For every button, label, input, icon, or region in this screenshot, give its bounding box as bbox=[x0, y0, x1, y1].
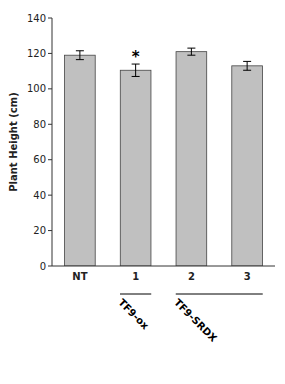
error-cap bbox=[76, 50, 84, 51]
y-tick-label: 140 bbox=[27, 13, 46, 24]
chart-container: 0 20 40 60 80 100 120 140 NT 1 2 3 Plant Height (cm)… bbox=[0, 0, 285, 384]
y-axis-label: Plant Height (cm) bbox=[8, 92, 19, 192]
y-tick bbox=[48, 195, 52, 196]
bar bbox=[232, 66, 263, 266]
y-tick-label: 80 bbox=[33, 119, 46, 130]
x-axis-line bbox=[52, 266, 275, 267]
x-tick-label: 1 bbox=[132, 271, 139, 282]
error-stem bbox=[247, 61, 248, 70]
bar bbox=[120, 70, 151, 266]
y-tick-label: 0 bbox=[40, 261, 46, 272]
error-cap bbox=[243, 70, 251, 71]
group-line bbox=[176, 294, 263, 295]
x-tick-label: NT bbox=[72, 271, 87, 282]
error-bar bbox=[187, 48, 195, 55]
y-tick bbox=[48, 159, 52, 160]
error-stem bbox=[191, 48, 192, 55]
error-cap bbox=[243, 61, 251, 62]
group-line bbox=[120, 294, 151, 295]
y-tick bbox=[48, 88, 52, 89]
bar bbox=[65, 55, 96, 266]
y-tick-label: 60 bbox=[33, 154, 46, 165]
x-tick-label: 2 bbox=[188, 271, 195, 282]
y-tick-label: 40 bbox=[33, 190, 46, 201]
y-tick bbox=[48, 266, 52, 267]
error-stem bbox=[79, 51, 80, 60]
error-cap bbox=[187, 55, 195, 56]
bars bbox=[65, 48, 263, 266]
y-tick-label: 100 bbox=[27, 83, 46, 94]
y-tick bbox=[48, 53, 52, 54]
chart-svg: 0 20 40 60 80 100 120 140 NT 1 2 3 Plant Height (cm)… bbox=[0, 0, 285, 384]
y-tick-label: 120 bbox=[27, 48, 46, 59]
group-label: TF9-SRDX bbox=[172, 297, 219, 344]
error-bar bbox=[76, 51, 84, 60]
bar bbox=[176, 52, 207, 266]
y-axis-line bbox=[52, 18, 53, 266]
y-tick bbox=[48, 124, 52, 125]
error-cap bbox=[76, 59, 84, 60]
y-tick bbox=[48, 18, 52, 19]
x-tick-label: 3 bbox=[244, 271, 251, 282]
y-tick-label: 20 bbox=[33, 225, 46, 236]
group-label: TF9-ox bbox=[116, 297, 151, 332]
error-bar bbox=[243, 61, 251, 70]
significance-marker: * bbox=[132, 48, 140, 66]
error-cap bbox=[187, 48, 195, 49]
y-tick bbox=[48, 230, 52, 231]
error-cap bbox=[132, 76, 140, 77]
